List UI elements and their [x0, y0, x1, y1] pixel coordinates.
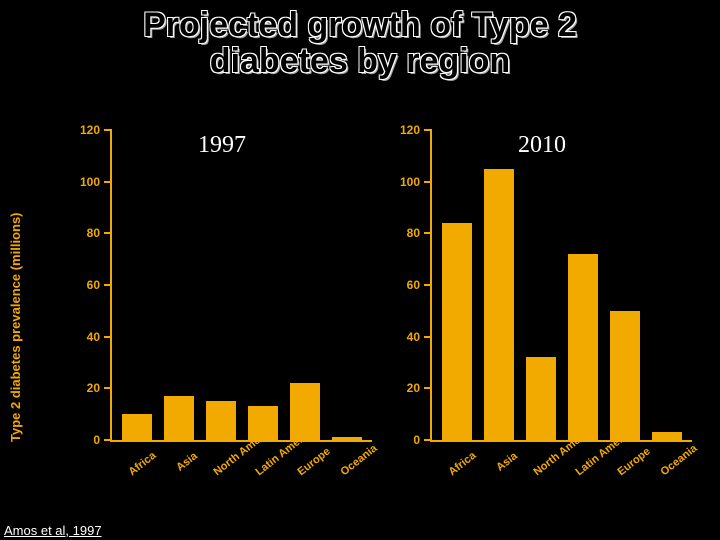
bars-group: [432, 130, 692, 440]
slide: Projected growth of Type 2 diabetes by r…: [0, 0, 720, 540]
x-labels: AfricaAsiaNorth AmericaLatin AmericaEuro…: [430, 444, 692, 510]
y-tick-label: 0: [413, 433, 420, 447]
y-tick-label: 80: [87, 226, 100, 240]
y-tick-label: 60: [407, 278, 420, 292]
y-tick: [424, 232, 432, 234]
y-tick-label: 100: [80, 175, 100, 189]
bar: [484, 169, 514, 440]
y-tick: [104, 284, 112, 286]
bar: [164, 396, 194, 440]
y-tick-label: 40: [407, 330, 420, 344]
page-title: Projected growth of Type 2 diabetes by r…: [0, 8, 720, 79]
y-tick: [424, 336, 432, 338]
bar: [442, 223, 472, 440]
y-tick-label: 20: [407, 381, 420, 395]
y-tick: [104, 129, 112, 131]
charts-container: 1997020406080100120AfricaAsiaNorth Ameri…: [62, 130, 702, 510]
y-tick: [104, 387, 112, 389]
y-tick: [104, 439, 112, 441]
y-tick-label: 20: [87, 381, 100, 395]
chart-panel: 1997020406080100120AfricaAsiaNorth Ameri…: [62, 130, 382, 510]
bar: [652, 432, 682, 440]
y-tick: [424, 387, 432, 389]
y-tick: [104, 336, 112, 338]
title-line-2: diabetes by region: [0, 44, 720, 80]
bar: [206, 401, 236, 440]
bar: [610, 311, 640, 440]
bar: [568, 254, 598, 440]
y-tick-label: 0: [93, 433, 100, 447]
y-tick-label: 60: [87, 278, 100, 292]
y-tick-label: 120: [400, 123, 420, 137]
title-line-1: Projected growth of Type 2: [0, 8, 720, 44]
bar: [332, 437, 362, 440]
y-tick-label: 120: [80, 123, 100, 137]
x-labels: AfricaAsiaNorth AmericaLatin AmericaEuro…: [110, 444, 372, 510]
y-tick-label: 100: [400, 175, 420, 189]
y-tick: [424, 129, 432, 131]
y-tick-label: 80: [407, 226, 420, 240]
y-tick-label: 40: [87, 330, 100, 344]
y-axis-label: Type 2 diabetes prevalence (millions): [8, 212, 23, 442]
bars-group: [112, 130, 372, 440]
y-tick: [104, 181, 112, 183]
citation: Amos et al, 1997: [4, 523, 102, 538]
y-tick: [424, 181, 432, 183]
y-tick: [424, 439, 432, 441]
chart-panel: 2010020406080100120AfricaAsiaNorth Ameri…: [382, 130, 702, 510]
bar: [526, 357, 556, 440]
plot-area: 020406080100120: [110, 130, 372, 442]
y-tick: [424, 284, 432, 286]
bar: [122, 414, 152, 440]
y-tick: [104, 232, 112, 234]
plot-area: 020406080100120: [430, 130, 692, 442]
